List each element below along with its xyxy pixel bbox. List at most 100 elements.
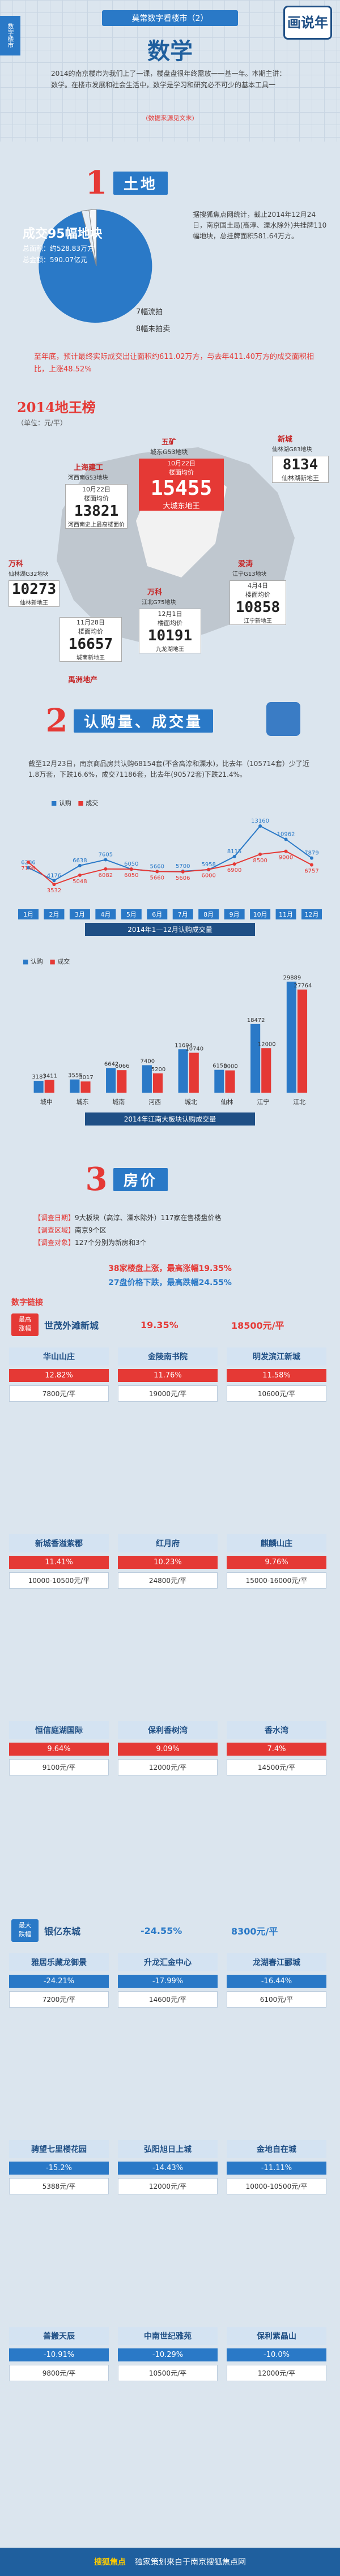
king-6-datelabel: 楼面均价 [78, 628, 103, 635]
change-pct: -17.99% [118, 1975, 218, 1988]
month-tick-bg-3 [95, 909, 116, 919]
line-label-1-5: 5660 [150, 875, 164, 881]
king-1-box: 10月22日 楼面均价 15455 大城东地王 [139, 459, 224, 511]
top-down-price: 8300元/平 [231, 1926, 278, 1937]
legend-series-0-mark: ■ [51, 799, 59, 807]
month-tick-11: 12月 [305, 911, 319, 918]
king-2-district: 上海建工 [74, 464, 104, 472]
unit-price: 9100元/平 [9, 1759, 109, 1775]
change-pct: 7.4% [227, 1743, 326, 1756]
up-cell-0-1: 金陵南书院 11.76% 19000元/平 [118, 1347, 218, 1402]
king-4-date: 4月4日 [248, 582, 268, 589]
king-6-value: 16657 [68, 636, 113, 653]
king-4-datelabel: 楼面均价 [245, 591, 270, 598]
month-tick-bg-1 [44, 909, 65, 919]
line-label-1-11: 6757 [304, 868, 318, 875]
line-point-1-5 [155, 870, 159, 874]
line-point-1-0 [27, 860, 30, 864]
bar-label-1-6: 12000 [258, 1041, 276, 1047]
up-cell-2-0: 恒信庭湖国际 9.64% 9100元/平 [9, 1721, 109, 1775]
king-3-district: 万科 [8, 560, 24, 568]
king-1-district: 五矿 [162, 438, 177, 447]
line-point-1-10 [284, 849, 288, 853]
bar-1-6 [261, 1048, 271, 1093]
bar-0-3 [142, 1065, 152, 1093]
legend-series-1-mark: ■ [78, 799, 86, 807]
sub-label: 数字链接 [11, 1298, 43, 1307]
month-tick-5: 6月 [152, 911, 162, 918]
building-name: 升龙汇金中心 [118, 1953, 218, 1971]
change-pct: -10.91% [9, 2348, 109, 2361]
bar-label-1-7: 27764 [294, 983, 312, 989]
bar-1-4 [189, 1052, 199, 1093]
section1-heading: 1 土地 [79, 164, 168, 202]
month-tick-2: 3月 [75, 911, 85, 918]
footer-brand: 搜狐焦点 [94, 2558, 126, 2567]
pie-line2: 总金额：590.07亿元 [23, 256, 87, 264]
section2-heading: 2 认购量、成交量 [40, 702, 214, 739]
line-label-0-7: 5958 [201, 862, 215, 868]
sales-desc: 截至12月23日，南京商品房共认购68154套(不含高淳和溧水)，比去年（105… [28, 760, 309, 778]
land-desc2: 至年底，预计最终实际成交出让面积约611.02万方，与去年411.40万方的成交… [34, 353, 314, 374]
line-series-1 [28, 850, 312, 885]
line-label-0-1: 4176 [47, 872, 61, 879]
king-3-name: 仙林湖G32地块 [8, 571, 49, 577]
change-pct: -11.11% [227, 2162, 326, 2175]
king-5-sub: 九龙湖地王 [156, 647, 184, 653]
bar-label-0-3: 7400 [141, 1058, 155, 1064]
king-2-datelabel: 楼面均价 [84, 495, 109, 502]
note-1-v: 南京9个区 [75, 1226, 107, 1234]
note-2-k: 【调查对象】 [34, 1239, 75, 1247]
building-name: 保利紫晶山 [227, 2327, 326, 2345]
bar-1-5 [225, 1070, 235, 1093]
king-4-box: 4月4日 楼面均价 10858 江宁新地王 [230, 580, 286, 625]
line-point-0-3 [104, 858, 108, 862]
king-0-value: 8134 [282, 456, 318, 473]
up-grid: 华山山庄 12.82% 7800元/平 金陵南书院 11.76% 19000元/平 明发滨江… [0, 1347, 340, 1800]
building-name: 恒信庭湖国际 [9, 1721, 109, 1739]
building-name: 金陵南书院 [118, 1347, 218, 1366]
king-6-date: 11月28日 [76, 619, 105, 626]
change-pct: -15.2% [9, 2162, 109, 2175]
king-4-name: 江宁G13地块 [232, 571, 267, 577]
building-name: 华山山庄 [9, 1347, 109, 1366]
unit-price: 24800元/平 [118, 1572, 218, 1589]
building-name: 红月府 [118, 1534, 218, 1552]
bar-legend-1: 成交 [57, 958, 70, 965]
line-point-1-11 [310, 863, 313, 867]
pie-slice-sold [39, 209, 152, 323]
line-label-1-2: 5048 [73, 879, 87, 885]
line-label-0-11: 7879 [304, 850, 318, 857]
legend-line: ■ 认购 ■ 成交 [51, 798, 98, 807]
bar-0-6 [250, 1024, 261, 1093]
king-5-box: 12月1日 楼面均价 10191 九龙湖地王 [139, 609, 201, 653]
line-label-1-7: 6000 [201, 873, 215, 879]
line-point-1-4 [129, 867, 133, 871]
king-2-value: 13821 [74, 503, 119, 520]
line-point-0-9 [258, 824, 262, 828]
unit-price: 19000元/平 [118, 1385, 218, 1402]
line-label-0-2: 6638 [73, 858, 87, 864]
survey-notes: 【调查日期】9大板块（高淳、溧水除外）117家在售楼盘价格 【调查区域】南京9个… [34, 1212, 306, 1249]
top-up-pct: 19.35% [141, 1319, 178, 1330]
pie-label: 成交95幅地块 [23, 227, 103, 241]
section1-title: 土地 [113, 171, 168, 195]
bar-legend-0-mark: ■ [23, 958, 31, 965]
king-3-value: 10273 [11, 581, 57, 598]
down-cell-0-2: 龙湖春江郦城 -16.44% 6100元/平 [227, 1953, 326, 2008]
king-5-value: 10191 [147, 627, 193, 644]
note-2-v: 127个分别为新房和3个 [75, 1239, 147, 1247]
unit-price: 14600元/平 [118, 1991, 218, 2008]
bar-label-1-2: 6066 [115, 1063, 129, 1069]
note-0: 【调查日期】9大板块（高淳、溧水除外）117家在售楼盘价格 [34, 1212, 306, 1224]
month-tick-bg-9 [250, 909, 271, 919]
down-cell-2-0: 善搬天辰 -10.91% 9800元/平 [9, 2327, 109, 2381]
intro-note: (数据来源见文末) [146, 114, 194, 122]
up-cell-2-1: 保利香树湾 9.09% 12000元/平 [118, 1721, 218, 1775]
king-2-box: 10月22日 楼面均价 13821 河西南史上最高楼面价 [65, 484, 128, 529]
king-1-name: 城东G53地块 [150, 448, 188, 456]
legend-series-1: 成交 [86, 799, 99, 807]
down-cell-2-1: 中南世纪雅苑 -10.29% 10500元/平 [118, 2327, 218, 2381]
district-tick-0: 城中 [40, 1098, 53, 1106]
king-5-date: 12月1日 [158, 610, 182, 618]
